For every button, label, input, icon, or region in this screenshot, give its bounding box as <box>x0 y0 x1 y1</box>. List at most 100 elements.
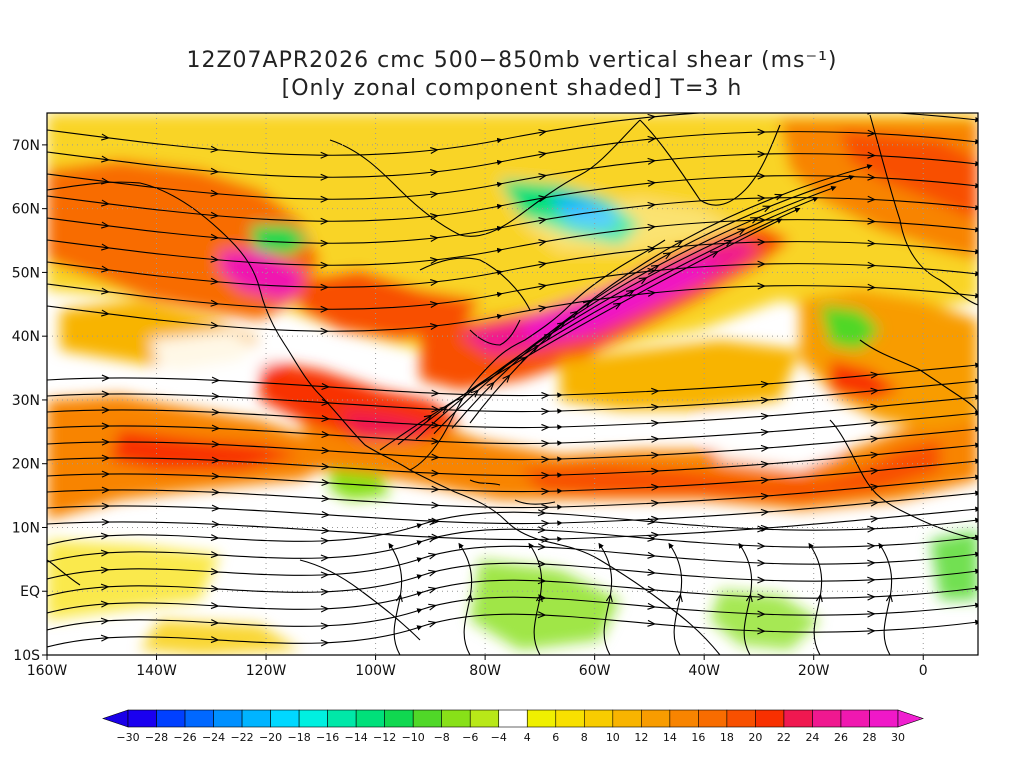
colorbar-swatch <box>213 709 243 728</box>
streamline-arrow <box>210 568 220 576</box>
streamline-arrow <box>556 321 566 330</box>
streamline-arrow <box>760 428 770 436</box>
streamline-arrow <box>101 133 110 141</box>
streamline-arrow <box>867 151 877 159</box>
streamline-arrow <box>101 221 110 229</box>
streamline-arrow <box>867 576 876 584</box>
streamline-arrow <box>320 195 330 203</box>
streamline-arrow <box>538 283 548 291</box>
colorbar-label: −6 <box>462 731 478 744</box>
colorbar-swatch <box>869 709 899 728</box>
streamline-arrow <box>430 257 439 264</box>
streamline-arrow <box>870 515 880 523</box>
streamline-arrow <box>210 277 220 285</box>
streamline-arrow <box>541 503 550 511</box>
colorbar-swatch <box>270 709 300 728</box>
colorbar-label: −4 <box>491 731 507 744</box>
colorbar-swatch <box>327 709 357 728</box>
streamline-arrow <box>101 406 111 414</box>
streamline-arrow <box>870 419 880 427</box>
streamline-arrow <box>428 535 438 543</box>
streamline-arrow <box>674 240 684 248</box>
streamline-arrow <box>538 151 548 159</box>
streamline-arrow <box>757 576 766 584</box>
streamline-arrow <box>101 155 110 163</box>
streamline <box>528 542 543 655</box>
colorbar-label: −16 <box>316 731 339 744</box>
streamline-arrow <box>538 129 548 137</box>
colorbar-swatch <box>698 709 728 728</box>
colorbar-label: 26 <box>834 731 848 744</box>
streamline-arrow <box>762 205 772 213</box>
colorbar-label: 22 <box>777 731 791 744</box>
streamline-arrow <box>430 147 439 154</box>
streamline-arrow <box>647 157 657 165</box>
colorbar-swatch <box>355 709 385 728</box>
streamline-arrow <box>465 593 473 603</box>
streamline-arrow <box>428 518 438 526</box>
streamline-arrow <box>210 145 220 153</box>
colorbar-swatch <box>384 709 414 728</box>
colorbar-swatch <box>127 709 157 728</box>
streamline-arrow <box>320 327 330 335</box>
streamline-arrow <box>541 519 550 527</box>
colorbar-swatch <box>241 709 271 728</box>
streamline-arrow <box>101 454 111 462</box>
streamline <box>47 545 978 580</box>
streamline-arrow <box>210 299 220 307</box>
streamline-arrow <box>320 554 330 562</box>
streamline-arrow <box>430 301 439 308</box>
streamline-arrow <box>647 113 657 121</box>
streamline-arrow <box>100 634 110 642</box>
streamline-arrow <box>651 419 660 427</box>
colorbar-swatch <box>526 709 557 728</box>
streamline-arrow <box>757 525 766 533</box>
streamline-arrow <box>867 195 877 203</box>
colorbar-swatch <box>812 709 842 728</box>
streamline-arrow <box>320 151 330 159</box>
streamline-arrow <box>647 517 657 525</box>
streamline-arrow <box>430 191 439 198</box>
streamline-arrow <box>430 169 439 176</box>
colorbar-swatch <box>412 709 443 728</box>
streamline <box>451 175 855 429</box>
streamline-arrow <box>543 332 553 341</box>
streamline-arrow <box>211 392 221 400</box>
streamline-arrow <box>867 525 876 533</box>
shaded-zonal-shear-field <box>47 113 978 655</box>
streamline-arrow <box>538 173 548 181</box>
streamline-arrow <box>870 371 880 379</box>
colorbar-swatch <box>156 709 186 728</box>
streamline-arrow <box>210 636 220 644</box>
streamline-arrow <box>647 602 657 610</box>
colorbar-swatch <box>583 709 614 728</box>
latitude-labels: 70N 60N 50N 40N 30N 20N 10N EQ 10S <box>12 138 47 664</box>
colorbar-label: 12 <box>634 731 648 744</box>
colorbar-label: −24 <box>202 731 225 744</box>
streamline <box>668 542 683 655</box>
streamline <box>598 542 613 655</box>
streamline-arrow <box>647 534 657 542</box>
streamline-arrow <box>321 383 331 391</box>
colorbar-label: −22 <box>230 731 253 744</box>
streamline-arrow <box>651 531 660 539</box>
lon-label: 160W <box>27 663 68 679</box>
streamline-arrow <box>101 374 111 382</box>
streamline-arrow <box>757 627 766 635</box>
colorbar-label: 10 <box>606 731 620 744</box>
streamline-arrow <box>101 309 110 317</box>
streamline-arrow <box>321 495 331 503</box>
streamline-arrow <box>541 455 550 463</box>
lon-label: 40W <box>688 663 720 679</box>
streamline <box>47 596 978 631</box>
streamline-arrow <box>867 559 876 567</box>
streamline-arrow <box>101 518 111 526</box>
streamline-arrow <box>867 239 877 247</box>
streamline-arrow <box>760 396 770 404</box>
streamline-arrow <box>541 391 550 399</box>
streamline-arrow <box>321 415 331 423</box>
streamline <box>878 542 893 655</box>
colorbar-labels: −30 −28 −26 −24 −22 −20 −18 −16 −14 −12 −10 −8 −6 −4 4… <box>116 731 905 744</box>
lon-label: 60W <box>579 663 611 679</box>
